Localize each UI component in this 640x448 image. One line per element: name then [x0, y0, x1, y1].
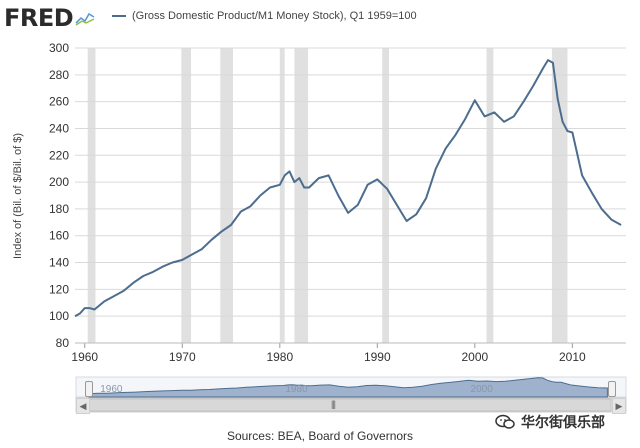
- x-tick-label: 1960: [71, 350, 98, 364]
- recession-bands: [87, 48, 568, 343]
- y-tick-label: 120: [49, 282, 69, 296]
- x-tick-labels: 1960 1970 1980 1990 2000 2010: [71, 342, 626, 364]
- y-tick-labels: 80 100 120 140 160 180 200 220 240 260 280 300: [49, 41, 69, 350]
- y-tick-label: 80: [56, 336, 70, 350]
- navigator-scroll-left-button[interactable]: ◀: [76, 398, 90, 414]
- recession-band: [279, 48, 285, 343]
- watermark-text: 华尔街俱乐部: [521, 414, 605, 430]
- x-tick-label: 1990: [364, 350, 391, 364]
- navigator-year-label: 2000: [471, 384, 494, 395]
- fred-logo: FRED: [4, 4, 96, 32]
- y-tick-label: 180: [49, 202, 69, 216]
- recession-band: [220, 48, 233, 343]
- y-tick-label: 160: [49, 229, 69, 243]
- navigator-left-handle[interactable]: [85, 381, 93, 397]
- y-axis-label: Index of (Bil. of $/Bil. of $): [12, 133, 24, 259]
- navigator-scrollbar-thumb[interactable]: [88, 398, 612, 412]
- fred-line-icon: [75, 9, 96, 31]
- y-tick-label: 280: [49, 68, 69, 82]
- wechat-watermark: 华尔街俱乐部: [495, 412, 605, 432]
- recession-band: [382, 48, 390, 343]
- y-tick-label: 200: [49, 175, 69, 189]
- y-tick-label: 140: [49, 256, 69, 270]
- legend-line-swatch: [112, 15, 126, 17]
- chart-legend: (Gross Domestic Product/M1 Money Stock),…: [112, 10, 417, 22]
- legend-label: (Gross Domestic Product/M1 Money Stock),…: [132, 10, 417, 22]
- x-tick-label: 1970: [169, 350, 196, 364]
- navigator-series-area: [88, 377, 608, 398]
- fred-brand: FRED: [4, 4, 74, 32]
- recession-band: [294, 48, 309, 343]
- sources-note: Sources: BEA, Board of Governors: [226, 429, 414, 443]
- navigator-scrollbar-grip-icon[interactable]: |||: [331, 399, 336, 409]
- y-tick-label: 220: [49, 148, 69, 162]
- x-tick-label: 1980: [266, 350, 293, 364]
- recession-band: [551, 48, 568, 343]
- recession-band: [486, 48, 494, 343]
- navigator[interactable]: 1960 1980 2000: [75, 376, 627, 413]
- x-tick-label: 2010: [559, 350, 586, 364]
- y-gridlines: [75, 47, 626, 344]
- navigator-right-handle[interactable]: [608, 381, 616, 397]
- x-tick-label: 2000: [461, 350, 488, 364]
- y-tick-label: 240: [49, 121, 69, 135]
- y-tick-label: 100: [49, 309, 69, 323]
- recession-band: [181, 48, 192, 343]
- series-line: [74, 59, 622, 318]
- y-tick-label: 300: [49, 41, 69, 55]
- navigator-scroll-right-button[interactable]: ▶: [612, 398, 626, 414]
- navigator-year-label: 1960: [100, 384, 123, 395]
- recession-band: [87, 48, 96, 343]
- wechat-icon: [495, 414, 515, 429]
- y-tick-label: 260: [49, 95, 69, 109]
- series-lines: [74, 59, 622, 318]
- navigator-year-label: 1980: [285, 384, 308, 395]
